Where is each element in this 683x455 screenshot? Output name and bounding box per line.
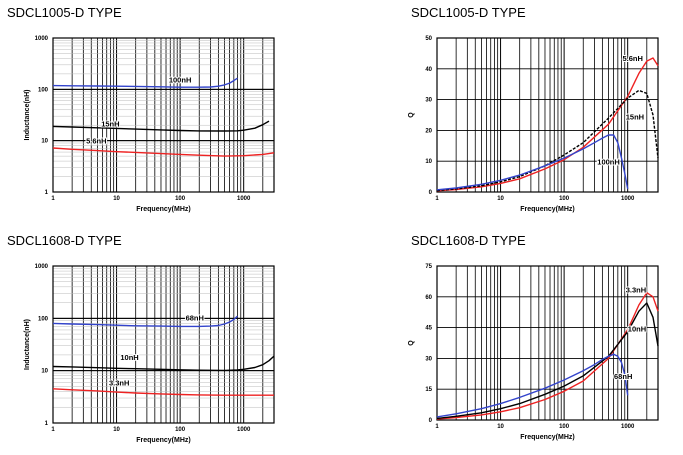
x-tick-label: 10 — [113, 427, 120, 433]
y-tick-label: 10 — [425, 159, 432, 165]
y-tick-label: 0 — [429, 418, 433, 424]
y-axis-label: Q — [408, 340, 415, 346]
y-axis-label: Inductance(nH) — [24, 90, 31, 141]
x-tick-label: 10 — [113, 196, 120, 202]
series-line-3.3nH — [52, 388, 274, 396]
y-tick-label: 10 — [41, 369, 48, 375]
series-line-15nH — [52, 120, 270, 132]
x-axis-label: Frequency(MHz) — [520, 206, 574, 213]
y-tick-label: 45 — [425, 326, 432, 332]
y-tick-label: 100 — [38, 316, 49, 322]
series-annotation: 100nH — [597, 157, 620, 166]
x-axis-label: Frequency(MHz) — [520, 434, 574, 441]
x-tick-label: 1 — [51, 196, 55, 202]
x-tick-label: 1000 — [237, 196, 251, 202]
plot-frame — [52, 265, 275, 424]
series-annotation: 5.6nH — [622, 54, 642, 63]
y-tick-label: 50 — [425, 36, 432, 42]
y-tick-label: 60 — [425, 295, 432, 301]
y-axis-label: Inductance(nH) — [24, 319, 31, 370]
series-line-68nH — [436, 353, 629, 418]
series-annotation: 5.6nH — [86, 137, 106, 146]
series-annotation: 10nH — [120, 353, 138, 362]
x-tick-label: 1000 — [621, 424, 635, 430]
y-tick-label: 75 — [425, 264, 432, 270]
series-line-3.3nH — [436, 292, 659, 420]
plot-frame — [436, 37, 659, 193]
y-tick-label: 1 — [45, 421, 49, 427]
series-annotation: 100nH — [169, 76, 192, 85]
x-tick-label: 100 — [175, 427, 186, 433]
y-tick-label: 100 — [38, 87, 49, 93]
y-tick-label: 30 — [425, 356, 432, 362]
series-annotation: 15nH — [626, 113, 644, 122]
series-annotation: 3.3nH — [626, 286, 646, 295]
x-axis-label: Frequency(MHz) — [136, 437, 190, 444]
series-line-10nH — [436, 302, 659, 420]
x-axis-label: Frequency(MHz) — [136, 206, 190, 213]
x-tick-label: 1 — [435, 424, 439, 430]
y-tick-label: 1000 — [35, 36, 49, 42]
y-axis-label: Q — [408, 112, 415, 118]
x-tick-label: 100 — [559, 196, 570, 202]
y-tick-label: 15 — [425, 387, 432, 393]
series-line-15nH — [436, 89, 659, 192]
y-tick-label: 1000 — [35, 264, 49, 270]
series-annotation: 10nH — [628, 325, 646, 334]
chart-title: SDCL1005-D TYPE — [411, 5, 526, 20]
x-tick-label: 10 — [497, 196, 504, 202]
y-tick-label: 0 — [429, 190, 433, 196]
series-line-68nH — [52, 315, 238, 328]
x-tick-label: 100 — [559, 424, 570, 430]
x-tick-label: 1000 — [621, 196, 635, 202]
series-annotation: 68nH — [614, 372, 632, 381]
x-tick-label: 1 — [51, 427, 55, 433]
y-tick-label: 20 — [425, 128, 432, 134]
x-tick-label: 1000 — [237, 427, 251, 433]
x-tick-label: 1 — [435, 196, 439, 202]
y-tick-label: 40 — [425, 67, 432, 73]
series-annotation: 3.3nH — [109, 379, 129, 388]
y-tick-label: 30 — [425, 98, 432, 104]
y-tick-label: 1 — [45, 190, 49, 196]
chart-title: SDCL1608-D TYPE — [7, 233, 122, 248]
plot-frame — [52, 37, 275, 193]
series-line-5.6nH — [52, 147, 275, 157]
chart-title: SDCL1608-D TYPE — [411, 233, 526, 248]
series-line-100nH — [52, 77, 238, 88]
x-tick-label: 100 — [175, 196, 186, 202]
series-annotation: 15nH — [101, 119, 119, 128]
series-line-10nH — [52, 355, 275, 372]
chart-title: SDCL1005-D TYPE — [7, 5, 122, 20]
series-line-100nH — [436, 134, 629, 191]
x-tick-label: 10 — [497, 424, 504, 430]
series-annotation: 68nH — [186, 314, 204, 323]
y-tick-label: 10 — [41, 139, 48, 145]
